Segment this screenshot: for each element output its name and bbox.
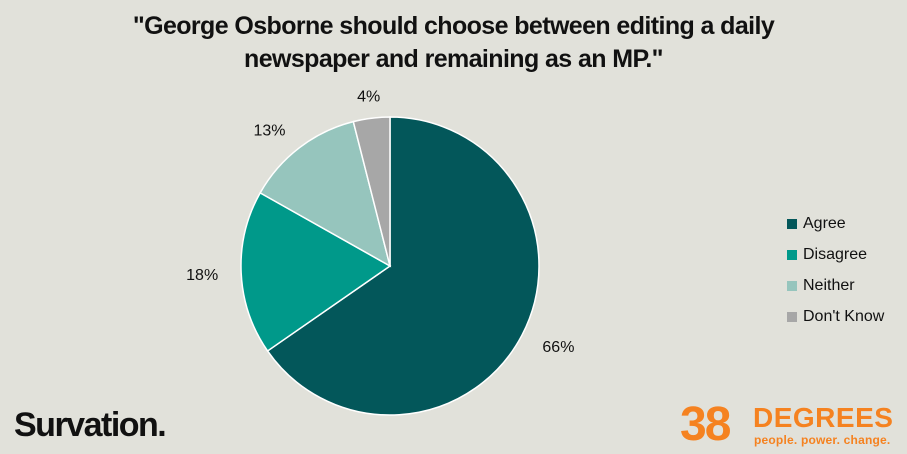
legend-label-disagree: Disagree — [803, 245, 868, 263]
pie-slice-agree — [266, 116, 540, 416]
legend-swatch-disagree — [787, 249, 797, 260]
legend-label-neither: Neither — [803, 276, 855, 294]
brand-word: DEGREES — [753, 402, 894, 433]
chart-title: "George Osborne should choose between ed… — [0, 10, 907, 76]
legend: Agree Disagree Neither Don't Know — [787, 208, 884, 332]
legend-item-neither: Neither — [787, 270, 884, 301]
chart-title-line-2: newspaper and remaining as an MP." — [244, 45, 664, 73]
pie-label-dont-know: 4% — [357, 88, 380, 105]
pie-slice-dont-know — [352, 116, 391, 267]
legend-item-agree: Agree — [787, 208, 884, 239]
pie-label-agree: 66% — [542, 339, 574, 356]
legend-item-disagree: Disagree — [787, 239, 884, 270]
survation-logo: Survation. — [14, 406, 167, 444]
legend-item-dont-know: Don't Know — [787, 301, 884, 332]
legend-label-agree: Agree — [803, 214, 846, 232]
brand-number: 38 — [680, 398, 731, 451]
legend-swatch-dont-know — [787, 311, 797, 322]
legend-swatch-neither — [787, 280, 797, 291]
pie-slice-neither — [259, 120, 392, 268]
pie-label-disagree: 18% — [186, 267, 218, 284]
brand-tagline: people. power. change. — [754, 433, 891, 447]
pie-slice-disagree — [240, 191, 392, 352]
legend-swatch-agree — [787, 218, 797, 229]
chart-title-line-1: "George Osborne should choose between ed… — [132, 12, 775, 40]
legend-label-dont-know: Don't Know — [803, 307, 885, 325]
pie-label-neither: 13% — [253, 122, 285, 139]
